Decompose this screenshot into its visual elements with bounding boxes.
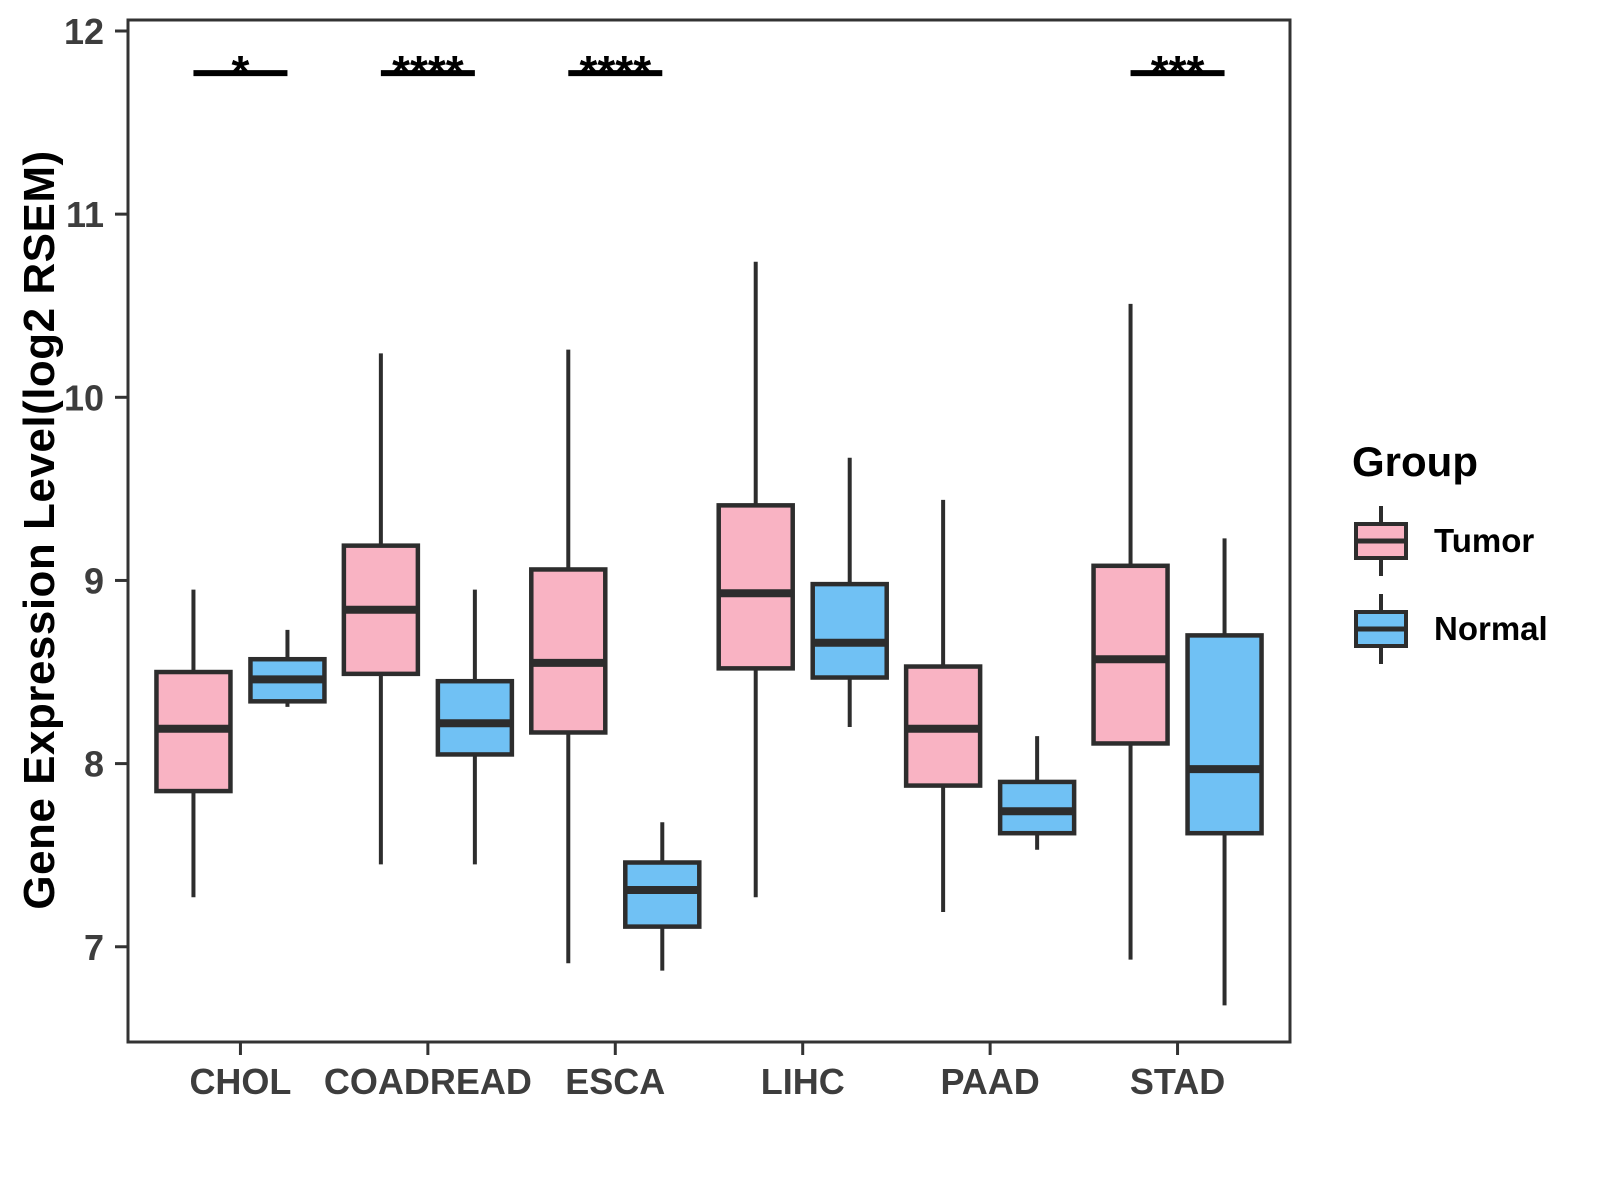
significance-stars-chol: * [231, 46, 249, 98]
box-tumor-lihc [716, 503, 795, 671]
box-tumor-esca [529, 567, 608, 735]
legend-label-normal: Normal [1434, 610, 1548, 647]
legend-entry-normal: Normal [1352, 590, 1548, 668]
y-axis-title: Gene Expression Level(log2 RSEM) [15, 150, 64, 910]
box-normal-esca [623, 860, 702, 929]
legend-label-tumor: Tumor [1434, 522, 1535, 559]
box-normal-lihc [810, 581, 889, 680]
y-tick-label: 10 [64, 377, 104, 418]
significance-stars-coadread: **** [392, 46, 464, 98]
box-normal-coadread [435, 678, 515, 757]
x-axis-label-paad: PAAD [940, 1061, 1039, 1102]
legend-entry-tumor: Tumor [1352, 502, 1548, 580]
legend-title: Group [1352, 438, 1478, 485]
tumor-boxplot-key-icon [1354, 506, 1408, 576]
significance-stars-esca: **** [579, 46, 651, 98]
x-axis-label-stad: STAD [1130, 1061, 1225, 1102]
x-axis-label-chol: CHOL [189, 1061, 291, 1102]
panel-border [126, 18, 1292, 1044]
y-tick-label: 12 [64, 11, 104, 52]
y-tick-label: 7 [84, 927, 104, 968]
box-normal-stad [1185, 633, 1264, 836]
box-tumor-stad [1091, 563, 1170, 746]
y-tick-label: 11 [66, 194, 104, 235]
y-tick-label: 9 [84, 560, 104, 601]
legend: Group Tumor Normal [1352, 438, 1548, 678]
x-axis-label-coadread: COADREAD [324, 1061, 532, 1102]
y-tick-label: 8 [84, 744, 104, 785]
normal-boxplot-key-icon [1354, 594, 1408, 664]
x-axis-label-lihc: LIHC [761, 1061, 845, 1102]
x-axis-label-esca: ESCA [565, 1061, 665, 1102]
significance-stars-stad: *** [1151, 46, 1205, 98]
